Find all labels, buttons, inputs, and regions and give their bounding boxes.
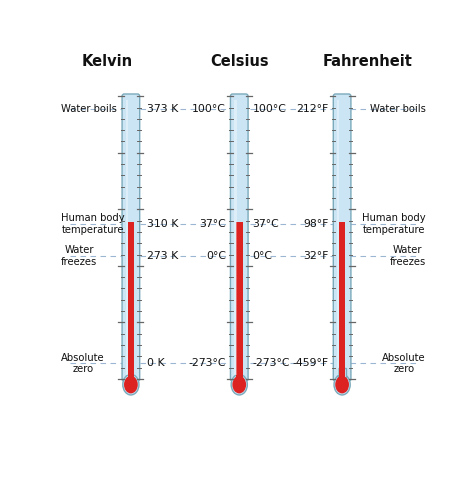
Text: 37°C: 37°C — [199, 219, 226, 229]
Bar — [338, 368, 346, 385]
FancyBboxPatch shape — [122, 94, 140, 381]
Text: -273°C: -273°C — [189, 358, 226, 368]
Ellipse shape — [334, 374, 350, 395]
Bar — [236, 222, 243, 381]
Text: 37°C: 37°C — [253, 219, 279, 229]
Text: 373 K: 373 K — [146, 104, 178, 114]
Text: Fahrenheit: Fahrenheit — [323, 54, 413, 68]
FancyBboxPatch shape — [230, 94, 248, 381]
Text: Water boils: Water boils — [370, 104, 426, 114]
Text: 100°C: 100°C — [192, 104, 226, 114]
Text: 100°C: 100°C — [253, 104, 286, 114]
Text: 0°C: 0°C — [206, 251, 226, 261]
Text: Human body
temperature: Human body temperature — [61, 213, 125, 235]
Bar — [234, 100, 237, 375]
FancyBboxPatch shape — [333, 94, 351, 381]
Text: 98°F: 98°F — [303, 219, 329, 229]
Text: 310 K: 310 K — [146, 219, 178, 229]
Text: 32°F: 32°F — [303, 251, 329, 261]
Text: Water
freezes: Water freezes — [61, 245, 97, 266]
Text: -273°C: -273°C — [253, 358, 290, 368]
Text: 0°C: 0°C — [253, 251, 273, 261]
Text: Water boils: Water boils — [61, 104, 117, 114]
Bar — [339, 222, 346, 381]
Text: Absolute
zero: Absolute zero — [382, 353, 426, 374]
Text: 273 K: 273 K — [146, 251, 178, 261]
Text: -459°F: -459°F — [293, 358, 329, 368]
Bar — [126, 100, 128, 375]
Bar — [337, 100, 339, 375]
Text: Celsius: Celsius — [210, 54, 269, 68]
Ellipse shape — [335, 376, 349, 393]
Text: 0 K: 0 K — [146, 358, 164, 368]
Ellipse shape — [123, 374, 139, 395]
Bar — [340, 368, 345, 385]
Text: Kelvin: Kelvin — [82, 54, 133, 68]
Text: Human body
temperature: Human body temperature — [362, 213, 426, 235]
Text: 212°F: 212°F — [297, 104, 329, 114]
Ellipse shape — [124, 376, 138, 393]
Bar — [128, 222, 134, 381]
Ellipse shape — [232, 376, 246, 393]
Ellipse shape — [231, 374, 247, 395]
Text: Water
freezes: Water freezes — [390, 245, 426, 266]
Text: Absolute
zero: Absolute zero — [61, 353, 105, 374]
